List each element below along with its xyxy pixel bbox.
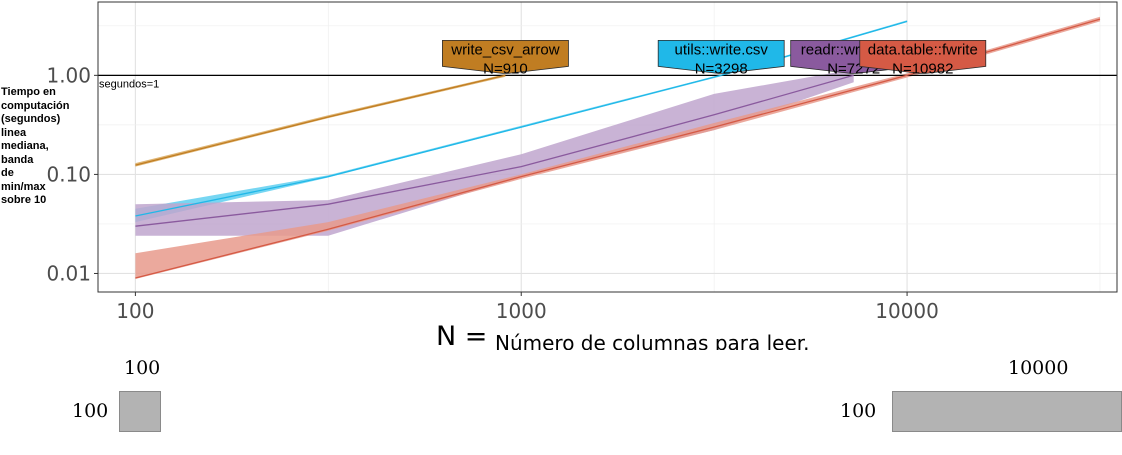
x-tick-label: 100	[116, 299, 154, 323]
label-box-utils::write.csv	[657, 39, 785, 74]
label-name-write_csv_arrow: write_csv_arrow	[450, 41, 560, 58]
band-utils::write.csv	[135, 20, 908, 223]
left-dim-top-label: 100	[124, 357, 161, 379]
label-n-write_csv_arrow: N=910	[483, 60, 528, 77]
y-tick-label: 0.10	[46, 162, 91, 186]
band-readr::write_csv	[135, 69, 854, 236]
label-box-data.table::fwrite	[859, 39, 987, 74]
label-n-utils::write.csv: N=3298	[695, 60, 748, 77]
reference-line: segundos=1	[98, 74, 1117, 90]
y-tick-label: 0.01	[46, 261, 91, 285]
right-dim-top-label: 10000	[1008, 357, 1069, 379]
label-n-data.table::fwrite: N=10982	[892, 60, 953, 77]
band-data.table::fwrite	[135, 16, 1100, 280]
line-write_csv_arrow	[135, 74, 506, 166]
right-dim-rect	[892, 391, 1122, 432]
line-readr::write_csv	[135, 74, 854, 227]
left-dim-rect	[119, 391, 161, 432]
axes: 0.01 0.10 1.00 100 1000 10000 N = Número de col…	[46, 1, 1118, 350]
y-axis-label: Tiempo en computación (segundos) linea m…	[1, 86, 70, 206]
reference-label: segundos=1	[99, 78, 159, 90]
left-dim-side-label: 100	[72, 400, 109, 422]
label-name-utils::write.csv: utils::write.csv	[675, 41, 769, 58]
y-tick-label: 1.00	[46, 63, 91, 87]
plot-frame	[97, 1, 1118, 293]
right-dim-side-label: 100	[840, 400, 877, 422]
label-name-data.table::fwrite: data.table::fwrite	[868, 41, 978, 58]
x-tick-label: 10000	[875, 299, 939, 323]
x-tick-label: 1000	[496, 299, 547, 323]
x-axis-label: Número de columnas para leer.	[495, 331, 810, 350]
x-axis-prefix: N =	[436, 321, 487, 350]
label-box-write_csv_arrow	[442, 39, 569, 74]
